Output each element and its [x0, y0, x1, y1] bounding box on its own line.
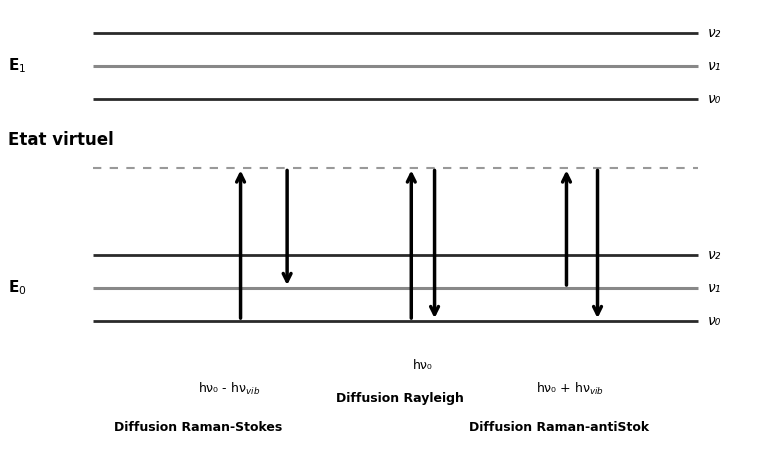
- Text: E$_0$: E$_0$: [8, 278, 26, 297]
- Text: hν₀ + hν$_{vib}$: hν₀ + hν$_{vib}$: [536, 381, 605, 397]
- Text: Diffusion Rayleigh: Diffusion Rayleigh: [336, 392, 463, 405]
- Text: ν₂: ν₂: [708, 26, 721, 40]
- Text: Etat virtuel: Etat virtuel: [8, 131, 113, 149]
- Text: ν₁: ν₁: [708, 59, 721, 73]
- Text: Diffusion Raman-antiStok: Diffusion Raman-antiStok: [469, 421, 649, 434]
- Text: E$_1$: E$_1$: [8, 57, 26, 76]
- Text: ν₂: ν₂: [708, 248, 721, 262]
- Text: hν₀: hν₀: [413, 359, 433, 372]
- Text: ν₁: ν₁: [708, 281, 721, 295]
- Text: ν₀: ν₀: [708, 314, 721, 328]
- Text: ν₀: ν₀: [708, 92, 721, 106]
- Text: hν₀ - hν$_{vib}$: hν₀ - hν$_{vib}$: [198, 381, 260, 397]
- Text: Diffusion Raman-Stokes: Diffusion Raman-Stokes: [114, 421, 282, 434]
